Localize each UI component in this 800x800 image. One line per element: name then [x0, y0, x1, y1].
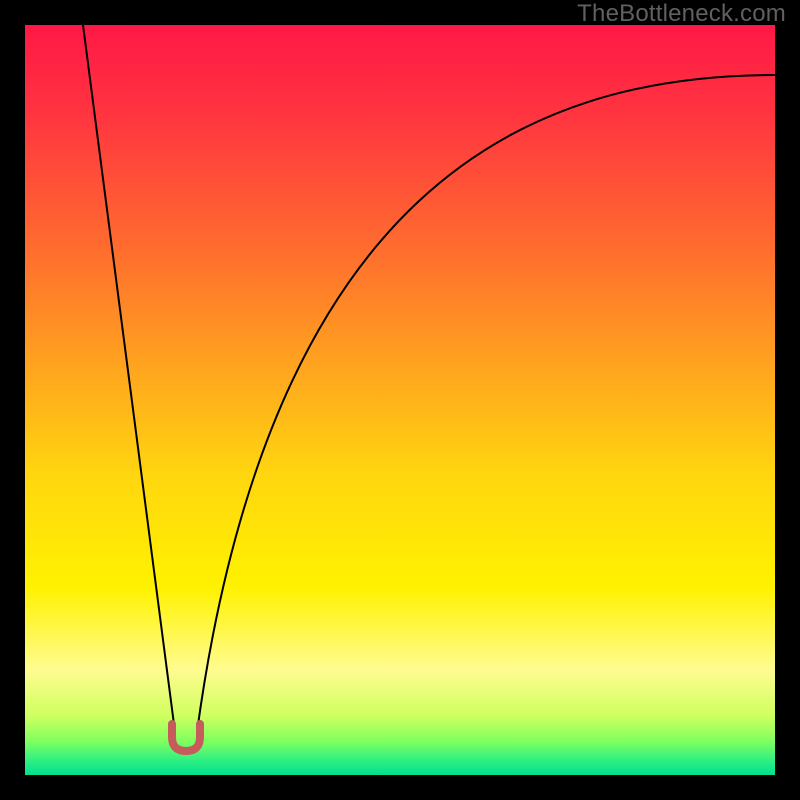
- bottleneck-chart: [0, 0, 800, 800]
- gradient-background: [25, 25, 775, 775]
- watermark-text: TheBottleneck.com: [577, 0, 786, 28]
- chart-wrapper: TheBottleneck.com: [0, 0, 800, 800]
- plot-area: [25, 25, 775, 775]
